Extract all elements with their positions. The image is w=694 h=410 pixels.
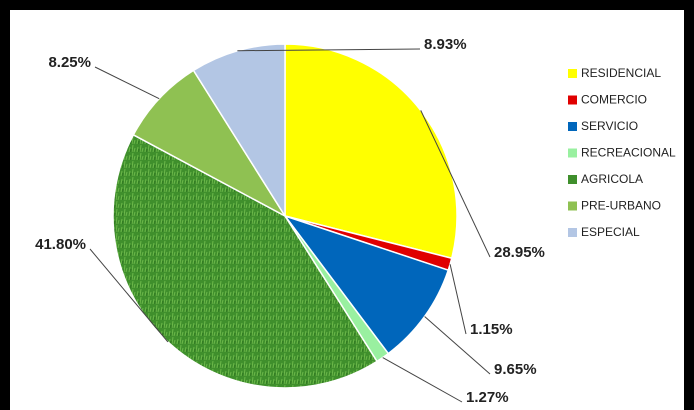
- leader-line: [420, 110, 491, 258]
- legend-swatch: [568, 69, 577, 78]
- legend-label: AGRICOLA: [581, 172, 643, 186]
- legend-swatch: [568, 148, 577, 158]
- leader-line: [449, 264, 467, 335]
- legend-label: ESPECIAL: [581, 225, 640, 239]
- legend-label: RECREACIONAL: [581, 146, 676, 160]
- legend-label: SERVICIO: [581, 119, 638, 133]
- legend-label: PRE-URBANO: [581, 199, 661, 213]
- legend-swatch: [568, 228, 577, 237]
- leader-line: [424, 316, 491, 375]
- data-label: 9.65%: [494, 361, 537, 378]
- legend-swatch: [568, 122, 577, 131]
- data-label: 8.93%: [424, 36, 467, 53]
- pie-slice: [112, 133, 379, 389]
- data-label: 1.27%: [466, 389, 509, 406]
- data-label: 8.25%: [48, 54, 91, 71]
- legend-swatch: [568, 95, 577, 105]
- data-label: 28.95%: [494, 244, 545, 261]
- leader-line: [94, 66, 160, 100]
- leader-line: [382, 357, 463, 403]
- legend-label: COMERCIO: [581, 93, 647, 107]
- legend-label: RESIDENCIAL: [581, 66, 661, 80]
- data-label: 41.80%: [35, 236, 86, 253]
- legend-swatch: [568, 201, 577, 211]
- legend-swatch: [568, 175, 577, 184]
- leader-line: [237, 48, 421, 52]
- data-label: 1.15%: [470, 321, 513, 338]
- leader-line: [89, 248, 169, 343]
- pie-slice: [132, 69, 288, 218]
